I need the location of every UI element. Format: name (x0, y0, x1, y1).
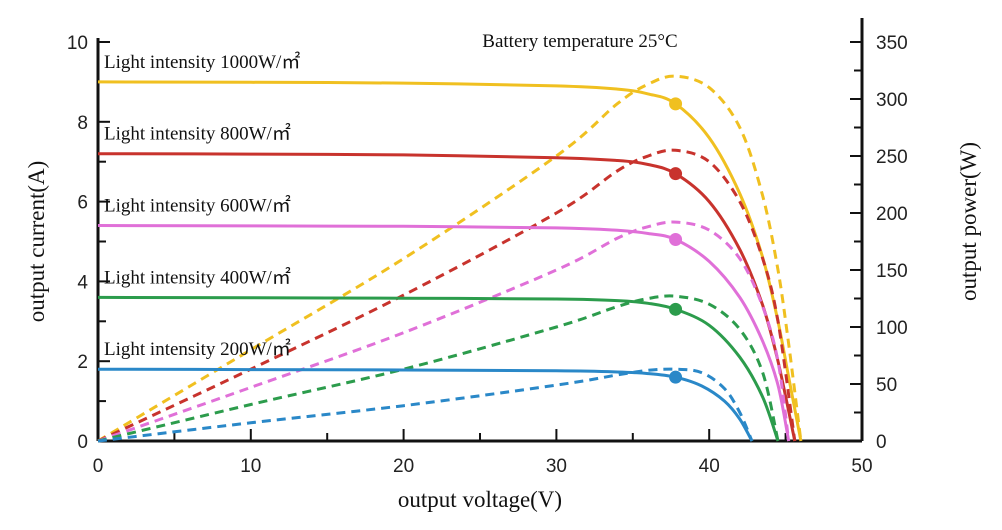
right-y-tick-label: 100 (876, 318, 908, 339)
right-y-tick-label: 250 (876, 147, 908, 168)
max-power-point-1000 (669, 97, 683, 111)
curves (97, 74, 803, 443)
series-label-1000: Light intensity 1000W/㎡ (104, 50, 300, 73)
power-curve-1000 (97, 74, 803, 443)
max-power-point-200 (669, 370, 683, 384)
power-curve-200 (97, 367, 754, 443)
right-y-tick-label: 300 (876, 90, 908, 111)
left-y-tick-label: 0 (77, 432, 88, 453)
series-label-200: Light intensity 200W/㎡ (104, 337, 291, 360)
x-tick-label: 40 (699, 456, 720, 477)
max-power-point-400 (669, 302, 683, 316)
x-tick-label: 50 (851, 456, 872, 477)
left-y-axis-title: output current(A) (24, 161, 49, 323)
current-curve-800 (97, 152, 797, 442)
series-label-600: Light intensity 600W/㎡ (104, 194, 291, 217)
x-tick-label: 30 (546, 456, 567, 477)
current-curve-200 (97, 367, 754, 442)
tick-marks (97, 41, 863, 442)
temperature-note: Battery temperature 25°C (482, 31, 677, 52)
power-curve-800 (97, 148, 797, 443)
series-label-800: Light intensity 800W/㎡ (104, 122, 291, 145)
right-y-axis-title: output power(W) (956, 142, 981, 301)
right-y-tick-label: 350 (876, 33, 908, 54)
max-power-point-600 (669, 233, 683, 247)
right-y-tick-label: 150 (876, 261, 908, 282)
x-tick-label: 20 (393, 456, 414, 477)
labels: 0 10 20 30 40 500246810050100150200250300350L… (67, 33, 908, 477)
current-curve-400 (97, 295, 780, 442)
max-power-point-800 (669, 167, 683, 181)
x-axis-title: output voltage(V) (398, 487, 562, 512)
right-y-tick-label: 200 (876, 204, 908, 225)
right-y-tick-label: 50 (876, 375, 897, 396)
x-tick-label: 10 (240, 456, 261, 477)
power-curve-400 (97, 294, 780, 443)
current-curve-600 (97, 224, 791, 442)
left-y-tick-label: 2 (77, 352, 88, 373)
x-tick-label: 0 (93, 456, 104, 477)
current-curve-1000 (97, 80, 803, 442)
left-y-tick-label: 6 (77, 193, 88, 214)
series-label-400: Light intensity 400W/㎡ (104, 265, 291, 288)
left-y-tick-label: 4 (77, 272, 88, 293)
left-y-tick-label: 10 (67, 33, 88, 54)
right-y-tick-label: 0 (876, 432, 887, 453)
power-curve-600 (97, 220, 791, 443)
left-y-tick-label: 8 (77, 113, 88, 134)
